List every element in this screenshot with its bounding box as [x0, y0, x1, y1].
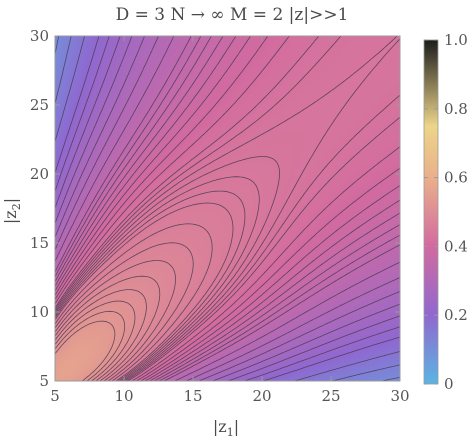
plot-frame	[54, 35, 401, 382]
tick-label: 15	[183, 387, 202, 405]
chart-title: D = 3 N → ∞ M = 2 |z|>>1	[116, 5, 349, 25]
contour-line	[55, 260, 176, 381]
tick-label: 30	[30, 27, 49, 45]
tick-label: 20	[30, 165, 49, 183]
contour-line	[55, 36, 400, 381]
heatmap-fill	[55, 36, 400, 381]
x-axis-label: |z1|	[213, 417, 239, 439]
contour-line	[55, 310, 126, 381]
x-axis: 5 10 15 20 25 30	[50, 36, 410, 405]
colorbar-ticks: 0 0.2 0.4 0.6 0.8 1.0	[424, 31, 468, 393]
tick-label: 0.2	[444, 306, 468, 324]
tick-label: 5	[39, 372, 49, 390]
tick-label: 20	[252, 387, 271, 405]
tick-label: 10	[30, 303, 49, 321]
contour-line	[55, 36, 400, 381]
tick-label: 25	[30, 96, 49, 114]
tick-label: 0	[444, 375, 454, 393]
tick-label: 0.4	[444, 237, 468, 255]
tick-label: 5	[50, 387, 60, 405]
contour-line	[55, 36, 400, 381]
contour-line	[55, 320, 116, 381]
tick-label: 15	[30, 234, 49, 252]
y-axis-label: |z2|	[1, 198, 23, 224]
contour-line	[55, 36, 400, 381]
tick-label: 1.0	[444, 31, 468, 49]
contour-line	[55, 289, 147, 381]
tick-label: 0.6	[444, 169, 468, 187]
y-axis: 5 10 15 20 25 30	[30, 27, 400, 390]
contour-line	[55, 36, 400, 381]
plot-area	[54, 35, 401, 382]
tick-label: 10	[114, 387, 133, 405]
tick-label: 25	[321, 387, 340, 405]
tick-label: 30	[390, 387, 409, 405]
contour-line	[55, 156, 280, 381]
contour-line	[55, 202, 234, 381]
colorbar-scale	[423, 39, 439, 385]
contour-line	[55, 242, 194, 381]
contour-line	[55, 36, 400, 381]
tick-label: 0.8	[444, 100, 468, 118]
colorbar: 0 0.2 0.4 0.6 0.8 1.0	[423, 31, 468, 393]
